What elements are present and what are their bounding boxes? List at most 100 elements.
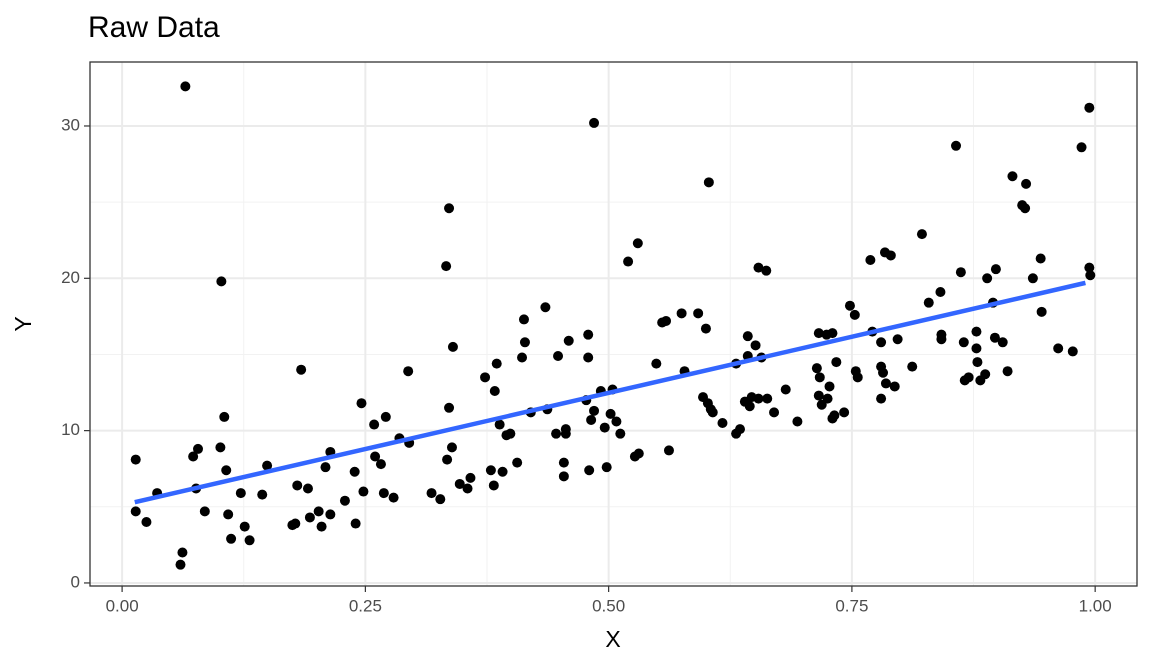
point	[563, 335, 574, 346]
point	[829, 410, 840, 421]
point	[780, 384, 791, 395]
point	[583, 329, 594, 340]
point	[876, 393, 887, 404]
point	[583, 352, 594, 363]
point	[130, 506, 141, 517]
point	[615, 428, 626, 439]
point	[663, 445, 674, 456]
y-tick-label: 0	[71, 572, 80, 591]
point	[611, 416, 622, 427]
point	[1084, 102, 1095, 113]
point	[491, 358, 502, 369]
point	[1035, 253, 1046, 264]
point	[375, 459, 386, 470]
point	[257, 489, 268, 500]
x-tick-label: 0.50	[592, 596, 625, 615]
point	[489, 386, 500, 397]
point	[1002, 366, 1013, 377]
point	[586, 414, 597, 425]
point	[889, 381, 900, 392]
point	[380, 411, 391, 422]
point	[892, 334, 903, 345]
point	[480, 372, 491, 383]
point	[141, 517, 152, 528]
point	[916, 229, 927, 240]
x-tick-label: 0.00	[106, 596, 139, 615]
point	[485, 465, 496, 476]
point	[633, 448, 644, 459]
point	[558, 457, 569, 468]
point	[244, 535, 255, 546]
point	[813, 328, 824, 339]
point	[865, 255, 876, 266]
point	[880, 378, 891, 389]
point	[792, 416, 803, 427]
point	[589, 405, 600, 416]
point	[215, 442, 226, 453]
point	[753, 262, 764, 273]
point	[188, 451, 199, 462]
point	[558, 471, 569, 482]
point	[219, 411, 230, 422]
point	[599, 422, 610, 433]
point	[1036, 306, 1047, 317]
point	[262, 460, 273, 471]
point	[703, 177, 714, 188]
point	[963, 372, 974, 383]
point	[814, 372, 825, 383]
point	[885, 250, 896, 261]
point	[589, 117, 600, 128]
point	[505, 428, 516, 439]
point	[827, 328, 838, 339]
y-axis-title: Y	[10, 316, 36, 331]
point	[605, 408, 616, 419]
point	[824, 381, 835, 392]
point	[349, 466, 360, 477]
point	[223, 509, 234, 520]
point	[750, 340, 761, 351]
point	[444, 402, 455, 413]
point	[997, 337, 1008, 348]
point	[454, 478, 465, 489]
point	[290, 518, 301, 529]
point	[512, 457, 523, 468]
point	[1007, 171, 1018, 182]
point	[553, 350, 564, 361]
point	[971, 343, 982, 354]
y-tick-label: 30	[61, 115, 80, 134]
point	[304, 512, 315, 523]
point	[494, 419, 505, 430]
point	[1076, 142, 1087, 153]
point	[325, 509, 336, 520]
point	[822, 393, 833, 404]
point	[676, 308, 687, 319]
point	[403, 366, 414, 377]
point	[388, 492, 399, 503]
point	[302, 483, 313, 494]
point	[762, 393, 773, 404]
point	[753, 393, 764, 404]
point	[442, 454, 453, 465]
x-axis-title: X	[605, 626, 620, 652]
point	[519, 337, 530, 348]
point	[235, 488, 246, 499]
point	[488, 480, 499, 491]
point	[462, 483, 473, 494]
trend-line	[134, 280, 1086, 505]
point	[907, 361, 918, 372]
point	[193, 443, 204, 454]
point	[444, 203, 455, 214]
chart-title: Raw Data	[88, 11, 220, 44]
point	[1085, 270, 1096, 281]
point	[316, 521, 327, 532]
point	[661, 315, 672, 326]
point	[216, 276, 227, 287]
x-tick-label: 1.00	[1079, 596, 1112, 615]
point	[441, 261, 452, 272]
x-tick-label: 0.75	[835, 596, 868, 615]
point	[560, 424, 571, 435]
point	[935, 287, 946, 298]
point	[292, 480, 303, 491]
point	[744, 401, 755, 412]
